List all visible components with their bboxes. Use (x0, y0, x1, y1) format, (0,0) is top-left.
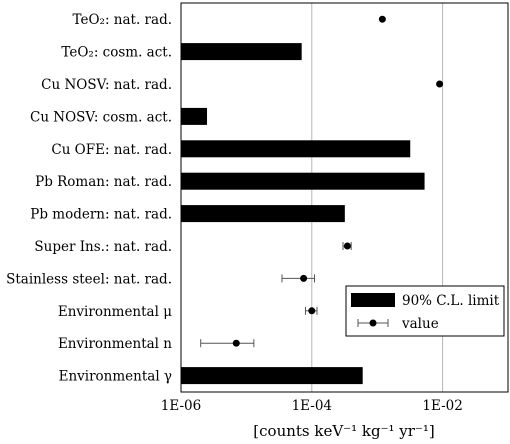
limit-bar (181, 172, 425, 190)
category-label: Environmental μ (58, 304, 172, 320)
value-point (300, 274, 308, 282)
category-label: Environmental γ (59, 369, 172, 385)
category-label: TeO₂: cosm. act. (61, 45, 172, 61)
value-point (436, 80, 444, 88)
category-label: Cu NOSV: cosm. act. (30, 109, 172, 125)
value-point (232, 339, 240, 347)
legend: 90% C.L. limit value (345, 285, 505, 337)
category-label: Environmental n (58, 336, 172, 352)
limit-bar (181, 205, 345, 223)
x-axis-label: [counts keV⁻¹ kg⁻¹ yr⁻¹] (253, 422, 434, 440)
category-label: Pb Roman: nat. rad. (35, 174, 172, 190)
x-tick-label: 1E-04 (292, 398, 332, 414)
x-tick-labels: 1E-06 1E-04 1E-02 (161, 398, 463, 414)
legend-label-value: value (401, 316, 439, 332)
limit-bar (181, 140, 411, 158)
legend-label-limit: 90% C.L. limit (402, 293, 500, 309)
category-labels: TeO₂: nat. rad. TeO₂: cosm. act. Cu NOSV: … (6, 12, 172, 384)
limit-bar (181, 43, 302, 61)
value-points (200, 15, 444, 348)
value-point (378, 15, 386, 23)
x-tick-label: 1E-06 (161, 398, 201, 414)
legend-point-marker (369, 319, 377, 327)
limit-bars (181, 43, 425, 385)
limit-bar (181, 107, 208, 125)
category-label: Super Ins.: nat. rad. (34, 239, 172, 255)
limit-bar (181, 367, 363, 385)
legend-bar-swatch (351, 293, 395, 307)
category-label: TeO₂: nat. rad. (73, 12, 172, 28)
value-point (343, 242, 351, 250)
category-label: Cu NOSV: nat. rad. (41, 77, 172, 93)
x-tick-label: 1E-02 (422, 398, 462, 414)
plot-frame (180, 2, 509, 393)
category-label: Pb modern: nat. rad. (30, 207, 172, 223)
category-label: Stainless steel: nat. rad. (6, 271, 172, 287)
value-point (308, 307, 316, 315)
category-label: Cu OFE: nat. rad. (51, 142, 172, 158)
